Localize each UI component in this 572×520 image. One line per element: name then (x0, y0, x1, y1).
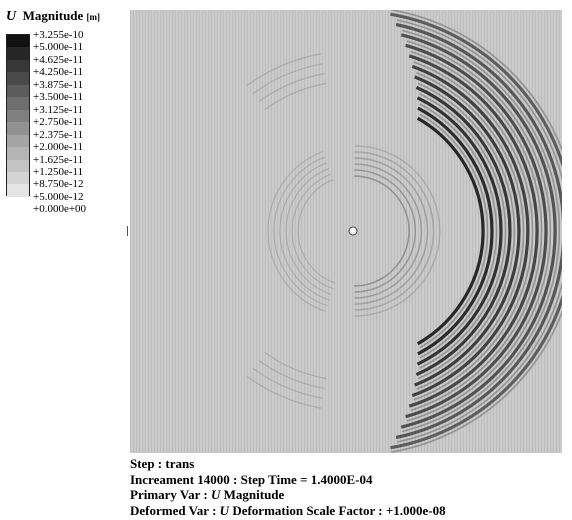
legend-label: +2.000e-11 (33, 141, 84, 154)
wavefront-arc (405, 43, 548, 419)
legend-swatch (7, 109, 29, 123)
legend-color-bar (6, 34, 30, 197)
deformed-var-line: Deformed Var : U Deformation Scale Facto… (130, 503, 446, 519)
legend-label: +3.875e-11 (33, 78, 84, 91)
wavefront-arc (391, 10, 562, 453)
increment-line: Increament 14000 : Step Time = 1.4000E-0… (130, 471, 373, 487)
legend-title: U Magnitude [m] (6, 8, 100, 25)
wavefront-arc (410, 50, 543, 412)
wavefront-arc (416, 96, 503, 366)
contour-plot (130, 10, 562, 453)
wavefront-arc (400, 33, 557, 429)
primary-var-prefix: Primary Var : (130, 487, 211, 502)
wavefront-arc (285, 167, 332, 295)
legend-label: +1.250e-11 (33, 165, 84, 178)
wavefront-arc (252, 63, 323, 95)
info-footer: Step : trans Increament 14000 : Step Tim… (130, 456, 446, 518)
wavefront-arc (258, 73, 325, 103)
deformed-var-symbol: U (219, 502, 230, 518)
legend-unit: [m] (86, 12, 101, 22)
legend-swatch (7, 171, 29, 185)
wavefront-arc (411, 64, 530, 398)
wavefront-arc (258, 359, 325, 389)
legend-label: +3.500e-11 (33, 91, 84, 104)
legend-title-text: Magnitude (22, 8, 84, 23)
legend-swatch (7, 184, 29, 197)
legend-label: +5.000e-11 (33, 41, 84, 54)
legend-label: +2.750e-11 (33, 116, 84, 129)
legend-label: +4.250e-11 (33, 66, 84, 79)
wavefront-arc (354, 163, 423, 299)
deformed-var-prefix: Deformed Var : (130, 502, 220, 518)
legend-label: +1.625e-11 (33, 153, 84, 166)
legend-labels: +3.255e-10 +5.000e-11 +4.625e-11 +4.250e-11… (33, 29, 86, 216)
wavefront-arc (413, 61, 534, 401)
legend-label: +3.255e-10 (33, 29, 84, 41)
primary-var-line: Primary Var : U Magnitude (130, 487, 446, 503)
wavefront-arc (354, 145, 441, 317)
wavefront-arc (297, 179, 336, 284)
wavefront-arc (252, 367, 323, 399)
legend-label: +8.750e-12 (33, 178, 84, 191)
wavefront-arc (246, 376, 322, 409)
viewport-edge-marker (127, 226, 131, 236)
legend-swatch (7, 147, 29, 160)
legend-label: +5.000e-12 (33, 190, 84, 203)
source-point-marker (348, 226, 358, 236)
wavefront-arc (264, 82, 327, 111)
wavefront-arc (354, 169, 417, 293)
wavefront-arc (267, 150, 326, 312)
wavefront-arc (406, 40, 552, 422)
wavefront-arc (415, 85, 512, 377)
legend-swatch (7, 97, 29, 110)
wavefront-arc (354, 157, 429, 305)
wavefront-arc (414, 75, 521, 387)
legend-swatch (7, 59, 29, 73)
legend-variable-symbol: U (6, 9, 17, 24)
wavefront-arc (408, 54, 539, 408)
legend-swatch (7, 84, 29, 98)
wavefront-group (246, 10, 562, 453)
wavefront-arc (419, 113, 489, 349)
wavefront-arc (395, 22, 562, 440)
wavefront-arc (419, 103, 498, 359)
wavefront-arc (273, 156, 328, 307)
step-line: Step : trans (130, 456, 195, 471)
legend-swatch (7, 134, 29, 148)
wavefront-arc (402, 29, 561, 433)
wavefront-arc (354, 151, 435, 311)
wavefront-arc (279, 162, 330, 301)
deformed-var-suffix: Deformation Scale Factor : +1.000e-08 (229, 502, 446, 518)
wavefront-arc (396, 19, 562, 443)
legend-label: +0.000e+00 (33, 203, 87, 216)
legend-swatch (7, 122, 29, 135)
wavefront-arc (419, 92, 507, 370)
legend-label: +3.125e-11 (33, 103, 84, 116)
wavefront-arc (416, 116, 485, 346)
legend-swatch (7, 35, 29, 48)
legend-swatch (7, 72, 29, 85)
wavefront-arc (246, 53, 322, 86)
wavefront-arc (264, 351, 327, 380)
legend-label: +2.375e-11 (33, 128, 84, 141)
wavefront-arc (417, 106, 494, 356)
wavefront-arc (354, 175, 410, 287)
primary-var-symbol: U (211, 487, 221, 502)
wavefront-arc (390, 12, 562, 450)
wavefront-arc (291, 173, 334, 290)
legend-label: +4.625e-11 (33, 53, 84, 66)
legend-swatch (7, 47, 29, 60)
legend-swatch (7, 159, 29, 172)
primary-var-suffix: Magnitude (220, 487, 285, 502)
wavefront-arc (416, 71, 525, 391)
wavefront-arc (417, 82, 516, 380)
